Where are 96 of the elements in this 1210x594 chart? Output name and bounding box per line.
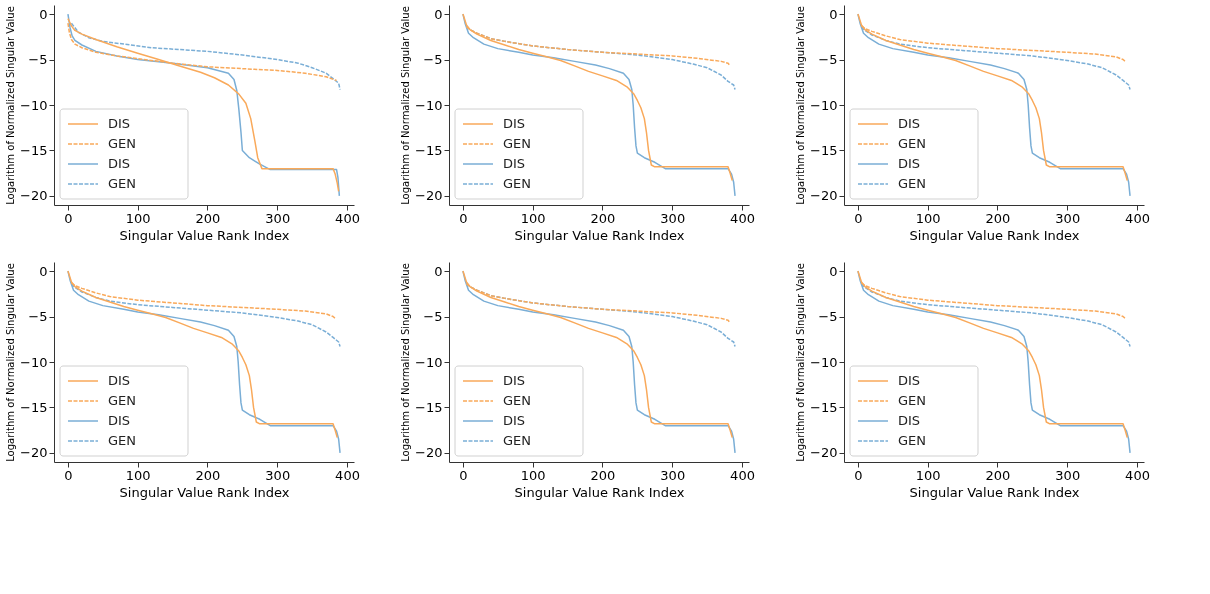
x-tick-label: 0 [459,210,468,226]
y-tick-label: −5 [28,309,48,325]
legend-label: GEN [108,393,137,408]
x-axis-title: Singular Value Rank Index [514,227,685,243]
y-tick-label: −20 [810,188,838,204]
legend-label: GEN [503,176,532,191]
legend-label: GEN [108,433,137,448]
y-tick-label: −5 [28,52,48,68]
x-tick-label: 0 [459,467,468,483]
y-tick-label: −10 [20,354,48,370]
legend-label: DIS [898,156,921,171]
x-tick-label: 0 [64,210,73,226]
legend-label: DIS [108,116,131,131]
x-tick-label: 400 [335,210,360,226]
y-tick-label: −10 [415,97,443,113]
legend-label: GEN [503,393,532,408]
legend-label: DIS [898,413,921,428]
y-tick-label: −15 [810,142,838,158]
x-tick-label: 400 [1125,467,1150,483]
x-tick-label: 400 [1125,210,1150,226]
x-tick-label: 200 [195,210,221,226]
y-tick-label: 0 [434,6,443,22]
y-tick-label: −5 [423,309,443,325]
y-tick-label: −10 [810,97,838,113]
x-tick-label: 300 [265,210,291,226]
y-tick-label: −20 [20,445,48,461]
legend-label: DIS [108,373,131,388]
x-tick-label: 200 [590,467,616,483]
x-tick-label: 200 [985,210,1011,226]
x-tick-label: 0 [64,467,73,483]
legend-label: DIS [898,116,921,131]
x-tick-label: 400 [730,467,755,483]
x-tick-label: 100 [915,467,941,483]
legend-label: GEN [898,176,927,191]
legend-label: GEN [503,433,532,448]
x-tick-label: 300 [660,210,686,226]
y-tick-label: −15 [415,142,443,158]
y-tick-label: −15 [810,399,838,415]
x-tick-label: 300 [1055,210,1081,226]
y-tick-label: −15 [20,399,48,415]
legend-label: GEN [108,136,137,151]
legend-label: GEN [503,136,532,151]
legend-label: GEN [898,393,927,408]
y-axis-title: Logarithm of Normalized Singular Value [795,6,807,205]
x-tick-label: 200 [590,210,616,226]
y-tick-label: −5 [818,52,838,68]
x-tick-label: 400 [730,210,755,226]
x-tick-label: 100 [520,467,546,483]
y-tick-label: 0 [39,263,48,279]
x-tick-label: 100 [520,210,546,226]
x-tick-label: 100 [125,210,151,226]
y-tick-label: 0 [39,6,48,22]
y-tick-label: 0 [829,263,838,279]
x-tick-label: 300 [1055,467,1081,483]
y-axis-title: Logarithm of Normalized Singular Value [5,6,17,205]
y-axis-title: Logarithm of Normalized Singular Value [5,263,17,462]
y-tick-label: 0 [434,263,443,279]
y-tick-label: 0 [829,6,838,22]
legend-label: DIS [503,413,526,428]
y-tick-label: −20 [415,188,443,204]
y-tick-label: −10 [20,97,48,113]
y-tick-label: −15 [415,399,443,415]
legend-label: DIS [898,373,921,388]
y-tick-label: −20 [415,445,443,461]
y-tick-label: −5 [423,52,443,68]
y-axis-title: Logarithm of Normalized Singular Value [400,263,412,462]
legend-label: GEN [108,176,137,191]
x-tick-label: 100 [125,467,151,483]
y-tick-label: −10 [810,354,838,370]
y-tick-label: −5 [818,309,838,325]
x-tick-label: 300 [265,467,291,483]
y-axis-title: Logarithm of Normalized Singular Value [400,6,412,205]
x-tick-label: 100 [915,210,941,226]
y-tick-label: −15 [20,142,48,158]
x-tick-label: 400 [335,467,360,483]
y-axis-title: Logarithm of Normalized Singular Value [795,263,807,462]
legend-label: GEN [898,136,927,151]
x-tick-label: 200 [195,467,221,483]
legend-label: DIS [503,373,526,388]
x-axis-title: Singular Value Rank Index [119,484,290,500]
x-tick-label: 0 [854,210,863,226]
x-tick-label: 0 [854,467,863,483]
legend-label: DIS [108,156,131,171]
x-axis-title: Singular Value Rank Index [909,227,1080,243]
x-tick-label: 300 [660,467,686,483]
legend-label: DIS [503,116,526,131]
y-tick-label: −10 [415,354,443,370]
legend-label: DIS [108,413,131,428]
x-axis-title: Singular Value Rank Index [514,484,685,500]
legend-label: GEN [898,433,927,448]
legend-label: DIS [503,156,526,171]
y-tick-label: −20 [810,445,838,461]
x-axis-title: Singular Value Rank Index [119,227,290,243]
x-axis-title: Singular Value Rank Index [909,484,1080,500]
y-tick-label: −20 [20,188,48,204]
x-tick-label: 200 [985,467,1011,483]
